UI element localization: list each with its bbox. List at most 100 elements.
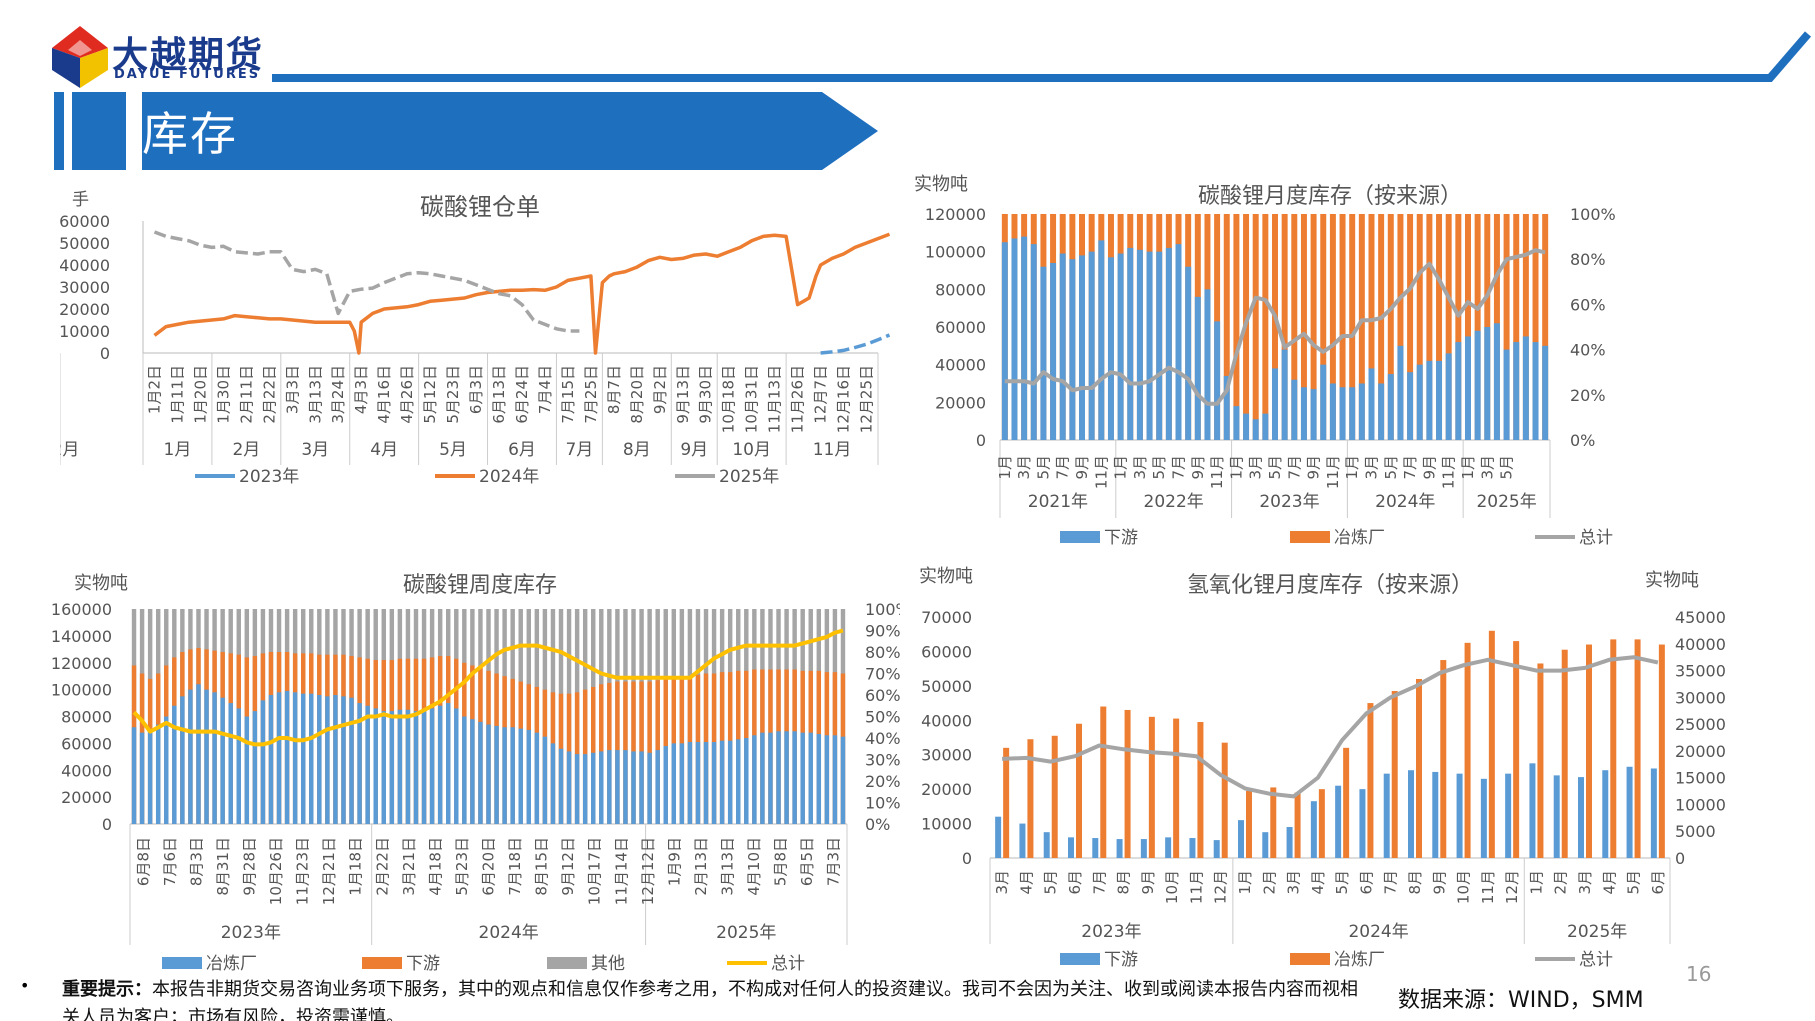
bar-smelter — [1503, 214, 1510, 440]
y-tick-label: 100000 — [51, 681, 112, 700]
y2-tick-label: 40% — [1570, 341, 1606, 360]
y-tick-label: 20000 — [60, 300, 110, 319]
bar-smelter — [639, 751, 644, 824]
x-tick-label: 7月 — [1401, 455, 1419, 480]
bar-downstream — [1252, 419, 1259, 440]
y2-tick-label: 20% — [865, 772, 900, 791]
y2-tick-label: 0 — [1675, 849, 1685, 868]
y-tick-label: 160000 — [51, 600, 112, 619]
bar-downstream — [1455, 342, 1462, 440]
bar-downstream — [1416, 364, 1423, 440]
bar-smelter — [1300, 214, 1307, 440]
x-tick-label: 3月13日 — [306, 365, 324, 424]
y-tick-label: 100000 — [925, 243, 986, 262]
legend-label: 下游 — [1104, 528, 1138, 548]
x-tick-label: 9月13日 — [674, 365, 692, 424]
bar-smelter — [534, 732, 540, 824]
total-line — [1002, 655, 1659, 799]
y2-tick-label: 25000 — [1675, 715, 1726, 734]
bar-downstream — [1387, 374, 1394, 440]
series-line-2024年 — [153, 232, 890, 355]
bar-downstream — [1407, 372, 1414, 440]
year-label: 2022年 — [1144, 492, 1204, 512]
bar-smelter — [744, 738, 749, 824]
series-line-2025年 — [153, 230, 580, 333]
hydroxide-monthly-chart: 氢氧化锂月度库存（按来源） 实物吨 实物吨 0 10000 20000 30000 40… — [919, 566, 1726, 970]
x-tick-label: 8月7日 — [605, 365, 623, 414]
x-tick-label: 9月2日 — [651, 365, 669, 414]
bar-downstream — [1165, 247, 1172, 440]
x-tick-label: 11月 — [1092, 455, 1110, 489]
x-tick-label: 2月22日 — [260, 365, 278, 424]
bar-smelter — [180, 696, 185, 824]
x-tick-label: 5月 — [1034, 455, 1052, 480]
bar-downstream — [1484, 327, 1491, 440]
x-tick-label: 1月 — [1459, 455, 1477, 480]
bar-smelter — [1488, 630, 1495, 858]
bar-downstream — [1532, 342, 1539, 440]
bar-smelter — [462, 716, 467, 824]
y2-tick-label: 50% — [865, 708, 900, 727]
bar-downstream — [1426, 360, 1433, 440]
bar-smelter — [300, 693, 306, 824]
y-axis-label: 手 — [72, 190, 89, 210]
bar-downstream — [1140, 839, 1147, 858]
bar-smelter — [784, 731, 789, 824]
series-line-2023年 — [820, 333, 890, 355]
bar-smelter — [1464, 214, 1471, 440]
x-tick-label: 12月 — [1503, 870, 1521, 904]
bar-smelter — [341, 696, 346, 824]
x-tick-label: 9月 — [1430, 870, 1448, 895]
x-tick-label: 3月 — [1576, 870, 1594, 895]
bar-smelter — [357, 703, 362, 824]
year-label: 2025年 — [1476, 492, 1536, 512]
bar-smelter — [413, 711, 419, 824]
bar-smelter — [582, 754, 588, 824]
bar-downstream — [1050, 262, 1057, 440]
x-tick-label: 8月20日 — [628, 365, 646, 424]
bar-smelter — [1416, 678, 1422, 858]
x-tick-label: 4月3日 — [352, 365, 370, 414]
bar-smelter — [1542, 214, 1549, 440]
bar-smelter — [1445, 214, 1452, 440]
bar-downstream — [1021, 236, 1028, 440]
bar-downstream — [1320, 364, 1327, 440]
x-tick-label: 11月 — [1479, 870, 1497, 904]
y2-tick-label: 80% — [1570, 250, 1606, 269]
bar-smelter — [1367, 703, 1374, 858]
bar-downstream — [1474, 330, 1481, 440]
bar-smelter — [671, 743, 677, 824]
footer-bullet: • — [20, 976, 30, 995]
bar-downstream — [1262, 413, 1269, 440]
legend-label: 2023年 — [239, 467, 299, 487]
y-axis-label: 实物吨 — [914, 174, 968, 195]
month-label: 3月 — [301, 440, 329, 460]
bar-smelter — [1513, 641, 1520, 858]
bar-downstream — [1238, 820, 1244, 858]
bar-smelter — [1586, 644, 1592, 858]
year-label: 2025年 — [1567, 922, 1627, 942]
total-line — [132, 628, 844, 747]
x-tick-label: 5月 — [1333, 870, 1351, 895]
y-tick-label: 20000 — [921, 780, 972, 799]
page-number: 16 — [1686, 962, 1712, 986]
chart-title: 氢氧化锂月度库存（按来源） — [1187, 573, 1473, 598]
x-tick-label: 4月 — [1309, 870, 1327, 895]
x-tick-label: 5月 — [1498, 455, 1516, 480]
bar-downstream — [1127, 247, 1134, 440]
bar-downstream — [1505, 773, 1512, 858]
y2-tick-label: 0% — [1570, 431, 1595, 450]
x-tick-label: 7月15日 — [559, 365, 577, 424]
chart-title: 碳酸锂仓单 — [420, 193, 540, 221]
bar-smelter — [1537, 663, 1544, 858]
legend-swatch — [1060, 953, 1100, 965]
carbonate-weekly-chart: 碳酸锂周度库存 实物吨 0 20000 40000 60000 80000 100000 1… — [51, 573, 900, 974]
x-tick-label: 1月2日 — [145, 365, 163, 414]
x-tick-label: 3月 — [1247, 455, 1265, 480]
year-label: 2023年 — [221, 923, 281, 943]
year-label: 2025年 — [716, 923, 776, 943]
x-tick-label: 10月31日 — [743, 365, 761, 433]
bar-smelter — [325, 696, 330, 824]
bar-smelter — [1027, 739, 1034, 858]
y-axis-label: 实物吨 — [74, 573, 128, 594]
